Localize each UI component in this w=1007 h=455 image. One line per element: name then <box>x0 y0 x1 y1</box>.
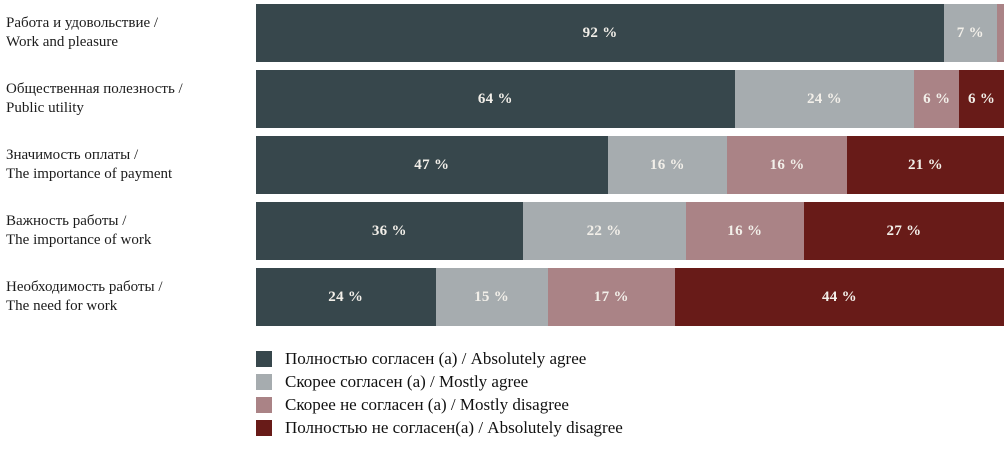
category-label: Необходимость работы / The need for work <box>0 268 256 326</box>
bar-segment: 44 % <box>674 268 1004 326</box>
stacked-bar: 36 % 22 % 16 % 27 % <box>256 202 1004 260</box>
segment-value-label: 16 % <box>649 156 685 173</box>
segment-value-label: 6 % <box>923 90 951 107</box>
bar-segment: 47 % <box>256 136 608 194</box>
bar-segment: 64 % <box>256 70 735 128</box>
legend-label: Полностью согласен (а) / Absolutely agre… <box>285 349 587 368</box>
bar-segment: 6 % <box>914 70 960 128</box>
category-label-line: Общественная полезность / <box>6 80 183 97</box>
bar-segment: 7 % <box>944 4 997 62</box>
segment-value-label: 21 % <box>907 156 943 173</box>
segment-value-label: 7 % <box>956 24 984 41</box>
category-label: Важность работы / The importance of work <box>0 202 256 260</box>
bar-segment: 24 % <box>256 268 436 326</box>
legend-item: Скорее не согласен (а) / Mostly disagree <box>256 393 1004 416</box>
chart-row: Важность работы / The importance of work 3… <box>0 202 1004 260</box>
legend-swatch <box>256 396 272 413</box>
stacked-bar: 24 % 15 % 17 % 44 % <box>256 268 1004 326</box>
bar-segment: 27 % <box>804 202 1004 260</box>
chart-row: Общественная полезность / Public utility 6… <box>0 70 1004 128</box>
category-label-line: The importance of work <box>6 232 152 248</box>
bar-segment: 21 % <box>846 136 1004 194</box>
legend-label: Полностью не согласен(а) / Absolutely di… <box>285 418 623 437</box>
segment-value-label: 6 % <box>967 90 996 107</box>
stacked-bar: 47 % 16 % 16 % 21 % <box>256 136 1004 194</box>
bar-segment: 36 % <box>256 202 523 260</box>
segment-value-label: 16 % <box>727 222 763 239</box>
bar-segment: 16 % <box>685 202 805 260</box>
bar-segment: 6 % <box>959 70 1004 128</box>
bar-segment: 16 % <box>727 136 847 194</box>
chart-legend: Полностью согласен (а) / Absolutely agre… <box>256 347 1004 439</box>
legend-label: Скорее не согласен (а) / Mostly disagree <box>285 395 569 414</box>
stacked-bar: 92 % 7 % <box>256 4 1004 62</box>
legend-item: Полностью не согласен(а) / Absolutely di… <box>256 416 1004 439</box>
category-label: Работа и удовольствие / Work and pleasure <box>0 4 256 62</box>
segment-value-label: 36 % <box>371 222 407 239</box>
segment-value-label: 16 % <box>769 156 805 173</box>
legend-item: Скорее согласен (а) / Mostly agree <box>256 370 1004 393</box>
stacked-bar: 64 % 24 % 6 % 6 % <box>256 70 1004 128</box>
segment-value-label: 17 % <box>593 288 629 305</box>
legend-swatch <box>256 419 272 436</box>
bar-segment: 17 % <box>547 268 675 326</box>
segment-value-label: 22 % <box>586 222 622 239</box>
segment-value-label: 24 % <box>807 90 842 107</box>
bar-segment <box>996 4 1004 62</box>
bar-segment: 24 % <box>734 70 915 128</box>
segment-value-label: 47 % <box>414 156 450 173</box>
chart-row: Работа и удовольствие / Work and pleasure… <box>0 4 1004 62</box>
segment-value-label: 15 % <box>474 288 510 305</box>
bar-segment: 22 % <box>522 202 686 260</box>
category-label-line: The need for work <box>6 298 118 314</box>
category-label-line: The importance of payment <box>6 166 173 182</box>
category-label: Значимость оплаты / The importance of pay… <box>0 136 256 194</box>
chart-rows: Работа и удовольствие / Work and pleasure… <box>0 4 1004 326</box>
category-label-line: Work and pleasure <box>6 34 119 50</box>
segment-value-label: 64 % <box>477 90 513 107</box>
legend-swatch <box>256 373 272 390</box>
chart-row: Значимость оплаты / The importance of pay… <box>0 136 1004 194</box>
legend-item: Полностью согласен (а) / Absolutely agre… <box>256 347 1004 370</box>
chart-row: Необходимость работы / The need for work 2… <box>0 268 1004 326</box>
category-label-line: Значимость оплаты / <box>6 146 139 163</box>
legend-label: Скорее согласен (а) / Mostly agree <box>285 372 529 391</box>
category-label-line: Public utility <box>6 100 84 116</box>
segment-value-label: 24 % <box>328 288 364 305</box>
segment-value-label: 44 % <box>821 288 857 305</box>
legend-swatch <box>256 350 272 367</box>
category-label-line: Необходимость работы / <box>6 278 163 295</box>
category-label-line: Важность работы / <box>6 212 127 229</box>
bar-segment: 16 % <box>607 136 728 194</box>
bar-segment: 15 % <box>435 268 548 326</box>
bar-segment: 92 % <box>256 4 945 62</box>
segment-value-label: 27 % <box>886 222 922 239</box>
category-label-line: Работа и удовольствие / <box>6 14 159 31</box>
segment-value-label: 92 % <box>582 24 618 41</box>
category-label: Общественная полезность / Public utility <box>0 70 256 128</box>
